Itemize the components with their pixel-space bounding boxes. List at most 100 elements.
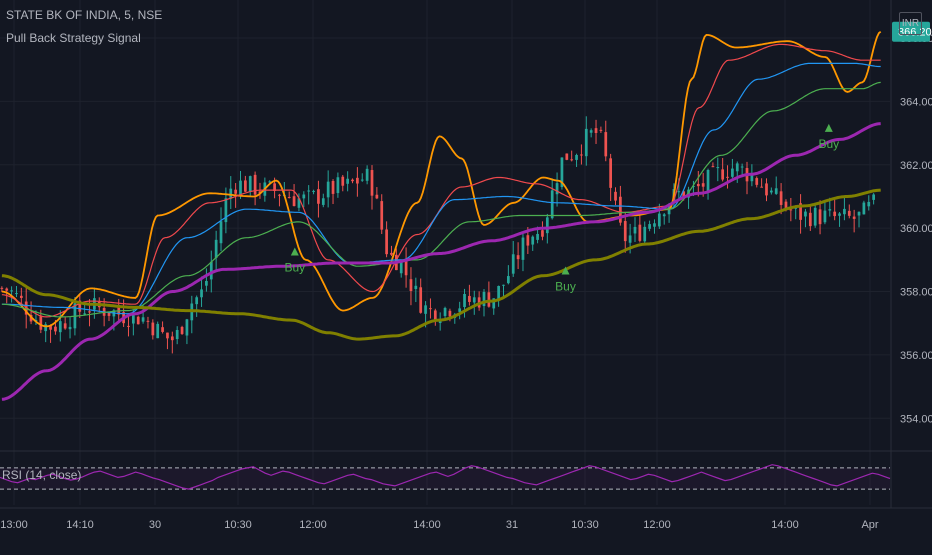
- time-tick-label: 30: [149, 519, 161, 531]
- candle-body: [638, 224, 642, 241]
- candle-body: [847, 210, 851, 216]
- candle-body: [682, 191, 686, 199]
- candle-body: [170, 336, 174, 341]
- candle-body: [214, 239, 218, 258]
- candle-body: [502, 284, 505, 286]
- candle-body: [292, 196, 296, 207]
- candle-body: [385, 229, 388, 255]
- candle-body: [614, 191, 617, 201]
- rsi-line: [0, 464, 891, 490]
- candle-body: [356, 177, 359, 184]
- candle-body: [239, 180, 242, 197]
- rsi-title[interactable]: RSI (14, close): [2, 468, 82, 482]
- candle-body: [341, 176, 345, 186]
- candle-body: [560, 157, 564, 188]
- candle-body: [414, 285, 418, 290]
- candle-body: [443, 307, 447, 316]
- candle-body: [180, 326, 184, 334]
- candle-body: [565, 153, 569, 160]
- candle-body: [234, 189, 237, 194]
- candle-body: [68, 326, 72, 330]
- candle-body: [370, 170, 374, 196]
- time-tick-label: 31: [506, 519, 518, 531]
- candle-body: [346, 178, 350, 184]
- candle-body: [326, 181, 330, 198]
- candle-body: [433, 310, 437, 322]
- candle-body: [872, 194, 875, 200]
- candle-body: [550, 190, 554, 219]
- candle-body: [404, 261, 408, 276]
- candle-body: [200, 289, 203, 298]
- symbol-title[interactable]: STATE BK OF INDIA, 5, NSE: [6, 8, 163, 22]
- candle-body: [735, 163, 739, 172]
- candle-body: [740, 166, 744, 168]
- candle-body: [619, 196, 622, 223]
- candle-body: [287, 197, 291, 199]
- candle-body: [336, 177, 340, 194]
- candle-body: [589, 130, 593, 133]
- candle-body: [804, 211, 807, 217]
- time-axis[interactable]: 13:00 14:10 30 10:30 12:00 14:00 31 10:30 12:00 1…: [0, 519, 879, 531]
- candle-body: [545, 217, 549, 234]
- price-tick-label: 354.00: [900, 413, 932, 425]
- candle-body: [867, 201, 871, 207]
- candle-body: [677, 191, 681, 193]
- candle-body: [0, 287, 4, 289]
- candle-body: [429, 308, 432, 310]
- candle-body: [131, 313, 135, 324]
- time-tick-label: 13:00: [0, 519, 28, 531]
- candle-body: [599, 129, 603, 131]
- candle-body: [83, 313, 87, 315]
- candle-body: [687, 189, 690, 198]
- currency-badge[interactable]: INR: [899, 12, 922, 35]
- candle-body: [44, 324, 48, 332]
- candle-body: [141, 317, 145, 322]
- price-axis[interactable]: 354.00 356.00 358.00 360.00 362.00 364.00 366.…: [892, 21, 932, 426]
- candle-body: [862, 202, 866, 215]
- candle-body: [609, 158, 612, 188]
- candle-body: [161, 327, 164, 332]
- candle-body: [648, 224, 651, 229]
- candle-body: [823, 210, 827, 223]
- candle-body: [852, 216, 856, 219]
- price-tick-label: 362.00: [900, 160, 932, 172]
- candle-body: [633, 226, 637, 234]
- candle-body: [487, 292, 491, 307]
- candle-body: [521, 237, 525, 260]
- candle-body: [39, 316, 43, 330]
- buy-signal-arrow: [824, 123, 833, 132]
- last-price-label: 366.20: [898, 27, 932, 39]
- candle-body: [716, 167, 720, 169]
- candle-body: [63, 323, 67, 329]
- time-tick-label: 12:00: [643, 519, 671, 531]
- candle-body: [375, 194, 379, 199]
- candle-body: [360, 179, 364, 181]
- candle-body: [321, 198, 325, 205]
- price-tick-label: 360.00: [900, 223, 932, 235]
- time-tick-label: 14:00: [771, 519, 799, 531]
- buy-signal-label: Buy: [284, 261, 305, 275]
- ma-line-blue: [1, 62, 881, 315]
- candle-body: [151, 322, 155, 336]
- indicator-title[interactable]: Pull Back Strategy Signal: [6, 31, 141, 45]
- ma-line-fast: [1, 30, 882, 328]
- time-tick-label: 10:30: [571, 519, 599, 531]
- time-tick-label: 14:00: [413, 519, 441, 531]
- candle-body: [731, 168, 734, 177]
- price-tick-label: 358.00: [900, 287, 932, 299]
- candle-body: [365, 168, 369, 181]
- candle-body: [448, 310, 452, 317]
- candle-body: [156, 323, 160, 339]
- candle-body: [399, 262, 403, 274]
- candle-body: [789, 209, 793, 211]
- candle-body: [297, 198, 301, 208]
- candle-body: [331, 180, 335, 194]
- candle-body: [497, 285, 500, 300]
- candle-body: [570, 159, 574, 161]
- candle-body: [696, 183, 700, 187]
- candle-body: [10, 290, 13, 292]
- candle-body: [195, 297, 199, 305]
- ma-line-green: [1, 81, 881, 318]
